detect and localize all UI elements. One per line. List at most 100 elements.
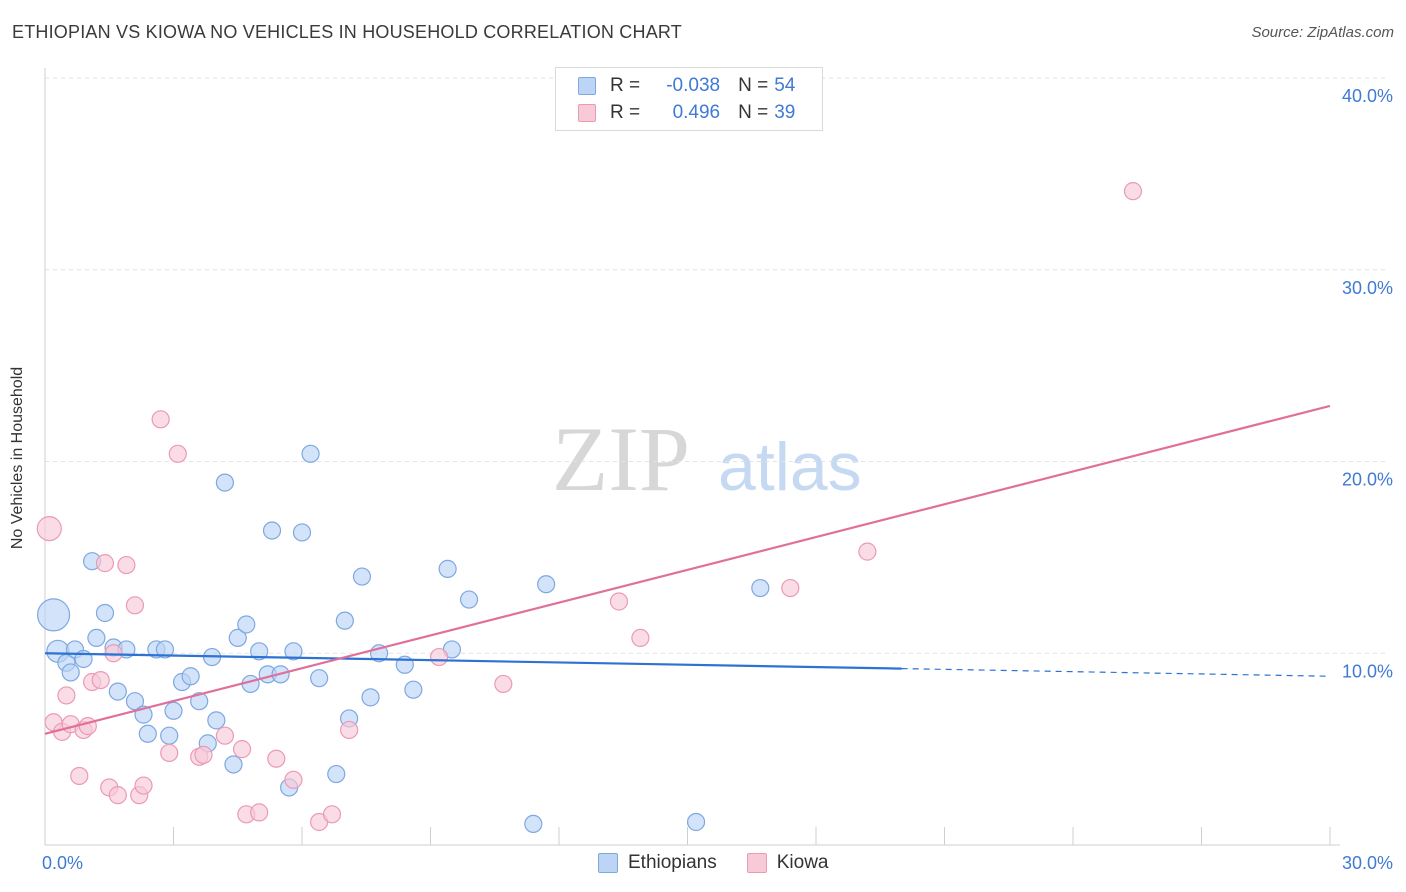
kiowa-point [232, 740, 252, 759]
ethiopians-point [164, 701, 183, 720]
kiowa-trend-line [44, 404, 1331, 735]
ethiopians-point [262, 521, 282, 540]
correlation-legend: R = -0.038 N = 54 R = 0.496 N = 39 [555, 67, 823, 131]
n-label: N = [738, 102, 769, 123]
kiowa-point [36, 516, 62, 542]
legend-row-ethiopians: R = -0.038 N = 54 [578, 73, 795, 99]
source-label: Source: ZipAtlas.com [1251, 24, 1394, 41]
kiowa-point [108, 786, 127, 805]
series-legend: Ethiopians Kiowa [598, 852, 858, 874]
kiowa-swatch [746, 853, 767, 873]
ethiopians-point [237, 615, 256, 634]
kiowa-point [609, 592, 629, 611]
kiowa-point [781, 578, 800, 598]
ethiopians-point [61, 663, 80, 682]
ethiopians-point [404, 680, 423, 699]
trend-lines [44, 404, 1331, 735]
ethiopians-swatch [598, 853, 618, 873]
ethiopians-point [751, 578, 770, 598]
kiowa-point [194, 745, 213, 764]
kiowa-point [160, 743, 179, 763]
ethiopians-point [108, 682, 127, 701]
watermark-zip: ZIP [552, 408, 690, 510]
ethiopians-point [155, 640, 175, 659]
kiowa-point [168, 444, 187, 463]
legend-label-kiowa: Kiowa [776, 852, 829, 873]
legend-row-kiowa: R = 0.496 N = 39 [578, 100, 795, 126]
ethiopians-point [301, 444, 320, 463]
kiowa-point [322, 805, 342, 824]
legend-label-ethiopians: Ethiopians [628, 852, 717, 873]
kiowa-point [125, 596, 145, 615]
y-tick-label: 20.0% [1342, 470, 1393, 490]
r-value: 0.496 [672, 102, 721, 123]
y-tick-label: 40.0% [1342, 86, 1393, 106]
grid-lines [45, 77, 1385, 654]
kiowa-point [429, 647, 449, 667]
legend-item-ethiopians: Ethiopians [598, 852, 717, 874]
axes [44, 68, 1340, 846]
ethiopians-point [160, 726, 179, 745]
ethiopians-point [224, 755, 243, 774]
r-label: R = [610, 75, 641, 96]
ethiopians-point [138, 724, 157, 743]
kiowa-point [1123, 182, 1143, 201]
ethiopians-point [250, 642, 269, 661]
kiowa-point [117, 555, 136, 575]
r-value: -0.038 [666, 75, 721, 96]
ethiopians-trend-line [44, 652, 902, 670]
kiowa-point [215, 726, 234, 745]
ethiopians-point [352, 567, 372, 586]
ethiopians-point [207, 711, 226, 730]
ethiopians-point [537, 575, 556, 594]
kiowa-point [91, 670, 110, 690]
x-tick-label: 30.0% [1342, 853, 1393, 873]
ethiopians-point [686, 812, 706, 832]
ethiopians-point [292, 523, 312, 542]
n-label: N = [738, 75, 769, 96]
ethiopians-point [36, 598, 71, 632]
ethiopians-point [125, 692, 145, 711]
kiowa-point [95, 554, 115, 573]
ethiopians-point [310, 669, 329, 688]
ethiopians-point [284, 642, 303, 661]
kiowa-swatch [578, 104, 596, 122]
kiowa-point [340, 720, 359, 740]
legend-item-kiowa: Kiowa [746, 852, 829, 874]
n-value: 54 [774, 75, 796, 96]
y-tick-label: 30.0% [1342, 278, 1393, 298]
ethiopians-point [327, 764, 346, 784]
r-label: R = [610, 102, 641, 123]
y-tick-labels: 10.0% 20.0% 30.0% 40.0% [1342, 86, 1393, 681]
kiowa-point [250, 803, 269, 822]
kiowa-point [494, 674, 513, 694]
kiowa-points [36, 182, 1143, 832]
chart-title: ETHIOPIAN VS KIOWA NO VEHICLES IN HOUSEH… [12, 22, 682, 42]
ethiopians-point [459, 590, 479, 609]
kiowa-point [151, 410, 170, 429]
kiowa-point [284, 770, 303, 789]
ethiopians-point [95, 603, 115, 623]
ethiopians-point [335, 611, 354, 630]
ethiopians-trend-extension [901, 667, 1331, 677]
ethiopians-point [524, 814, 543, 834]
ethiopians-point [190, 692, 209, 711]
ethiopians-point [361, 688, 380, 707]
ethiopians-swatch [578, 77, 596, 95]
ethiopians-point [87, 628, 106, 648]
ethiopians-point [181, 667, 200, 686]
watermark-atlas: atlas [718, 429, 862, 505]
kiowa-point [631, 628, 650, 648]
ethiopians-point [228, 628, 247, 648]
x-tick-label: 0.0% [42, 853, 83, 873]
kiowa-point [70, 766, 89, 786]
kiowa-point [134, 776, 153, 795]
kiowa-point [858, 542, 877, 561]
kiowa-point [267, 749, 286, 768]
kiowa-point [104, 644, 123, 663]
ethiopians-point [438, 559, 457, 578]
kiowa-point [78, 717, 97, 736]
kiowa-point [57, 686, 76, 705]
n-value: 39 [774, 102, 796, 123]
